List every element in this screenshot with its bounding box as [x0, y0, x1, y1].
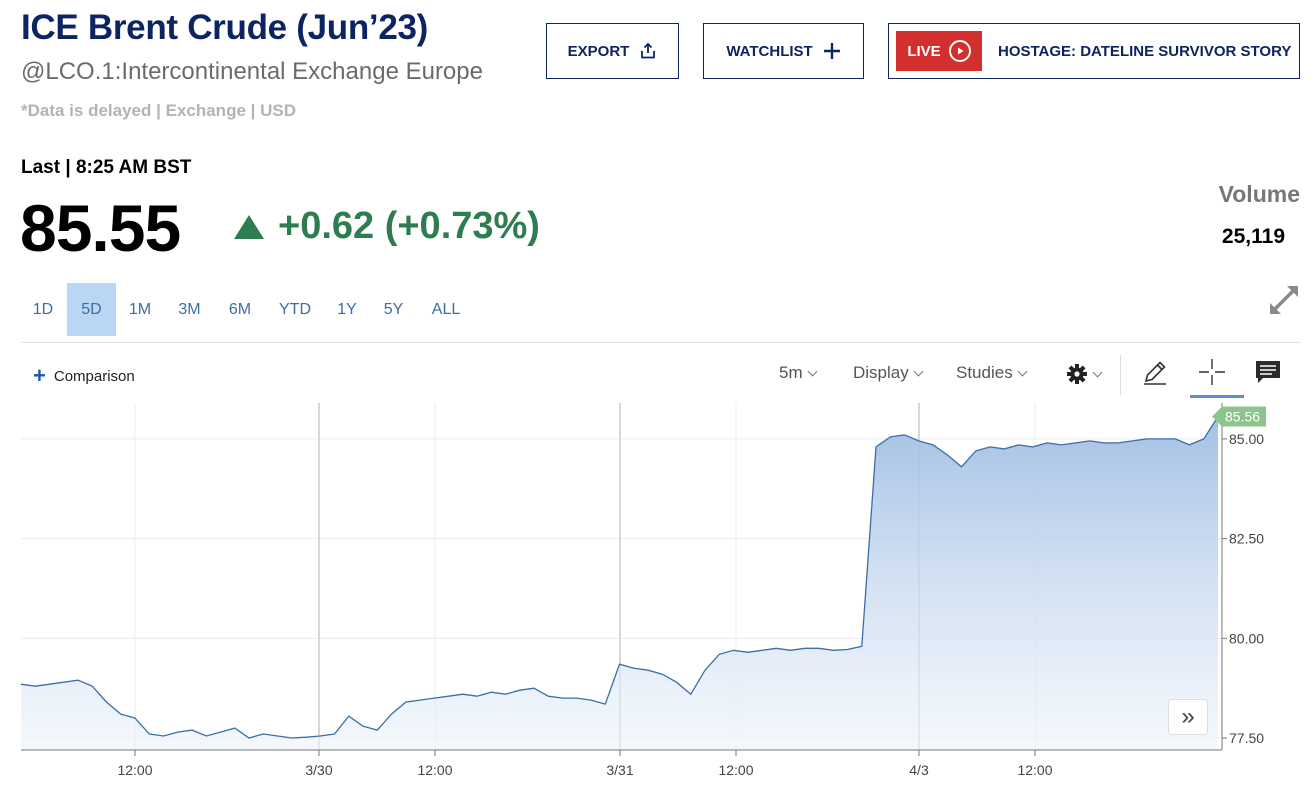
- x-tick-label: 12:00: [417, 762, 452, 778]
- plus-icon: +: [33, 363, 46, 388]
- studies-dropdown[interactable]: Studies: [956, 363, 1028, 383]
- x-tick-label: 12:00: [718, 762, 753, 778]
- range-tab-1d[interactable]: 1D: [32, 300, 54, 318]
- display-label: Display: [853, 363, 909, 382]
- x-tick-label: 12:00: [1017, 762, 1052, 778]
- up-arrow-icon: [234, 214, 264, 239]
- volume-label: Volume: [1218, 181, 1300, 207]
- instrument-title: ICE Brent Crude (Jun’23): [21, 8, 429, 47]
- range-tab-1m[interactable]: 1M: [128, 300, 152, 318]
- settings-gear-icon: [1067, 364, 1087, 384]
- play-icon: [948, 40, 971, 62]
- price-line: [20, 416, 1219, 739]
- live-story-title: HOSTAGE: DATELINE SURVIVOR STORY: [998, 42, 1292, 60]
- y-tick-label: 80.00: [1229, 630, 1264, 646]
- range-tab-all[interactable]: ALL: [431, 300, 461, 318]
- scroll-to-latest-button[interactable]: »: [1168, 699, 1208, 735]
- chart-divider: [21, 342, 1301, 343]
- y-tick-label: 77.50: [1229, 730, 1264, 746]
- last-price-label: 85.56: [1225, 409, 1260, 425]
- price-area: [21, 416, 1218, 750]
- crosshair-active-indicator: [1190, 395, 1244, 398]
- plus-icon: [823, 43, 840, 59]
- live-story-button[interactable]: LIVE HOSTAGE: DATELINE SURVIVOR STORY: [888, 23, 1300, 79]
- last-price: 85.55: [20, 191, 181, 265]
- range-tab-ytd[interactable]: YTD: [279, 300, 311, 318]
- pencil-draw-icon[interactable]: [1140, 357, 1170, 387]
- last-trade-time: Last | 8:25 AM BST: [21, 157, 192, 178]
- settings-dropdown[interactable]: [1066, 363, 1103, 385]
- price-change: +0.62 (+0.73%): [234, 205, 540, 248]
- comparison-label: Comparison: [53, 367, 135, 385]
- export-label: EXPORT: [567, 42, 630, 60]
- live-badge-label: LIVE: [907, 42, 941, 60]
- watchlist-button[interactable]: WATCHLIST: [703, 23, 864, 79]
- interval-dropdown[interactable]: 5m: [779, 363, 818, 383]
- x-tick-label: 3/31: [606, 762, 633, 778]
- comment-icon[interactable]: [1253, 357, 1283, 387]
- instrument-subtitle: @LCO.1:Intercontinental Exchange Europe: [21, 58, 483, 85]
- interval-label: 5m: [779, 363, 803, 382]
- volume-value: 25,119: [1221, 225, 1285, 248]
- price-change-value: +0.62 (+0.73%): [278, 205, 540, 247]
- expand-icon[interactable]: [1266, 282, 1302, 318]
- double-chevron-right-icon: »: [1181, 703, 1195, 730]
- last-price-flag: [1212, 406, 1266, 427]
- y-tick-label: 85.00: [1229, 431, 1264, 447]
- share-upload-icon: [641, 42, 656, 59]
- studies-label: Studies: [956, 363, 1013, 382]
- range-tab-1y[interactable]: 1Y: [337, 300, 357, 318]
- display-dropdown[interactable]: Display: [853, 363, 924, 383]
- y-tick-label: 82.50: [1229, 531, 1264, 547]
- range-tab-5y[interactable]: 5Y: [383, 300, 404, 318]
- delayed-note: *Data is delayed | Exchange | USD: [21, 101, 297, 120]
- x-tick-label: 4/3: [909, 762, 929, 778]
- toolbar-separator: [1120, 355, 1121, 395]
- comparison-button[interactable]: + Comparison: [33, 365, 135, 387]
- range-tab-3m[interactable]: 3M: [178, 300, 201, 318]
- range-tabs: 1D 5D 1M 3M 6M YTD 1Y 5Y ALL: [19, 283, 474, 336]
- export-button[interactable]: EXPORT: [546, 23, 679, 79]
- x-tick-label: 3/30: [305, 762, 332, 778]
- watchlist-label: WATCHLIST: [726, 42, 813, 60]
- x-tick-label: 12:00: [117, 762, 152, 778]
- crosshair-icon[interactable]: [1197, 357, 1227, 387]
- range-tab-5d[interactable]: 5D: [67, 283, 116, 336]
- range-tab-6m[interactable]: 6M: [228, 300, 252, 318]
- live-badge: LIVE: [896, 31, 982, 71]
